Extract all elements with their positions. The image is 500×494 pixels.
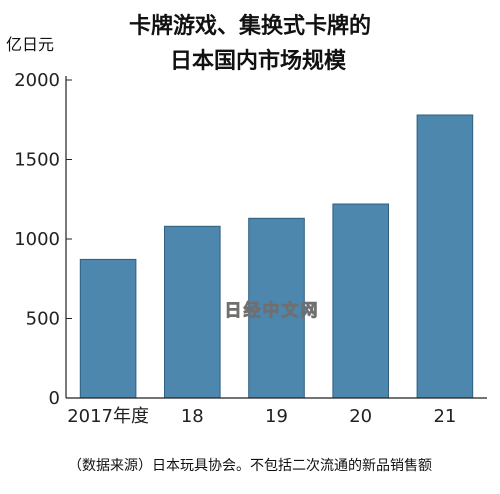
bar-1: [164, 225, 221, 399]
x-tick-label-0: 2017年度: [67, 406, 149, 427]
y-tick-label-2: 1000: [14, 229, 60, 250]
x-tick-label-3: 20: [349, 406, 372, 427]
y-tick-label-3: 1500: [14, 150, 60, 171]
x-tick-label-1: 18: [181, 406, 204, 427]
x-tick-label-2: 19: [265, 406, 288, 427]
chart-title-line-2: 日本国内市场规模: [170, 48, 347, 74]
y-tick-label-0: 0: [49, 388, 60, 409]
bar-3: [332, 203, 389, 399]
y-axis-unit-label: 亿日元: [6, 35, 54, 54]
bar-2: [248, 217, 305, 399]
x-ticks-group: 2017年度 18 19 20 21: [67, 406, 456, 427]
bars-group: [79, 114, 474, 399]
y-tick-label-1: 500: [26, 309, 60, 330]
bar-4: [416, 114, 474, 399]
y-ticks-group: 0 500 1000 1500 2000: [14, 70, 72, 409]
source-note: （数据来源）日本玩具协会。不包括二次流通的新品销售额: [68, 458, 432, 474]
x-tick-label-4: 21: [433, 406, 456, 427]
bar-0: [79, 258, 137, 399]
watermark-text: 日经中文网: [225, 300, 320, 321]
chart-title-line-1: 卡牌游戏、集换式卡牌的: [129, 13, 371, 39]
y-tick-label-4: 2000: [14, 70, 60, 91]
